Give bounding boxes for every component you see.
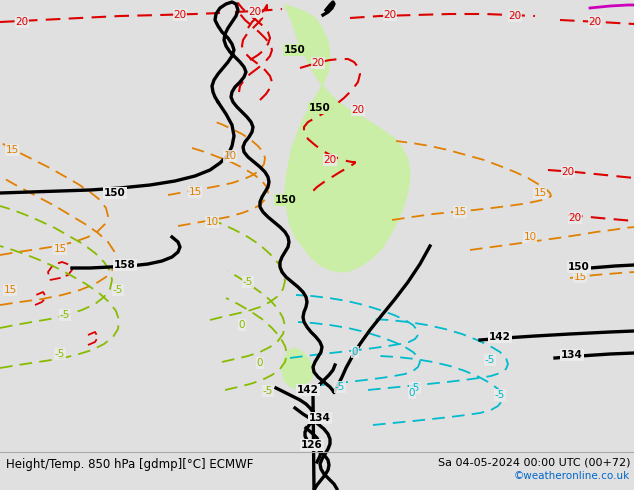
- Text: -5: -5: [60, 310, 70, 320]
- Text: 20: 20: [588, 17, 602, 27]
- Text: 10: 10: [205, 217, 219, 227]
- Text: 158: 158: [114, 260, 136, 270]
- Text: 134: 134: [309, 413, 331, 423]
- Text: 134: 134: [561, 350, 583, 360]
- Text: 150: 150: [309, 103, 331, 113]
- Text: Height/Temp. 850 hPa [gdmp][°C] ECMWF: Height/Temp. 850 hPa [gdmp][°C] ECMWF: [6, 458, 254, 470]
- Text: 150: 150: [284, 45, 306, 55]
- Text: Sa 04-05-2024 00:00 UTC (00+72): Sa 04-05-2024 00:00 UTC (00+72): [437, 457, 630, 467]
- Text: 20: 20: [508, 11, 522, 21]
- Text: 142: 142: [489, 332, 511, 342]
- Text: -5: -5: [335, 382, 345, 392]
- Text: 20: 20: [384, 10, 396, 20]
- Polygon shape: [282, 348, 314, 388]
- Bar: [0, 450, 634, 490]
- Text: 15: 15: [3, 285, 16, 295]
- Text: 150: 150: [104, 188, 126, 198]
- Text: 0: 0: [409, 388, 415, 398]
- Text: 20: 20: [569, 213, 581, 223]
- Text: 15: 15: [5, 145, 18, 155]
- Text: 15: 15: [188, 187, 202, 197]
- Text: 20: 20: [15, 17, 29, 27]
- Text: 20: 20: [562, 167, 574, 177]
- Text: 20: 20: [249, 7, 262, 17]
- Text: 20: 20: [311, 58, 325, 68]
- Text: -5: -5: [410, 383, 420, 393]
- Text: 150: 150: [568, 262, 590, 272]
- Polygon shape: [285, 5, 410, 272]
- Text: 15: 15: [453, 207, 467, 217]
- Text: 15: 15: [533, 188, 547, 198]
- Text: 126: 126: [301, 440, 323, 450]
- Text: 15: 15: [573, 272, 586, 282]
- Text: 0: 0: [352, 347, 358, 357]
- Text: 0: 0: [239, 320, 245, 330]
- Text: 142: 142: [297, 385, 319, 395]
- Text: -5: -5: [495, 390, 505, 400]
- Text: 0: 0: [257, 358, 263, 368]
- Text: -5: -5: [113, 285, 123, 295]
- Text: 15: 15: [53, 244, 67, 254]
- Text: -5: -5: [485, 355, 495, 365]
- Text: -5: -5: [263, 386, 273, 396]
- Text: 10: 10: [524, 232, 536, 242]
- Text: 20: 20: [174, 10, 186, 20]
- Text: 150: 150: [275, 195, 297, 205]
- Text: 20: 20: [323, 155, 337, 165]
- Text: 10: 10: [223, 151, 236, 161]
- Text: 20: 20: [351, 105, 365, 115]
- Text: -5: -5: [55, 349, 65, 359]
- Text: -5: -5: [243, 277, 253, 287]
- Text: ©weatheronline.co.uk: ©weatheronline.co.uk: [514, 471, 630, 481]
